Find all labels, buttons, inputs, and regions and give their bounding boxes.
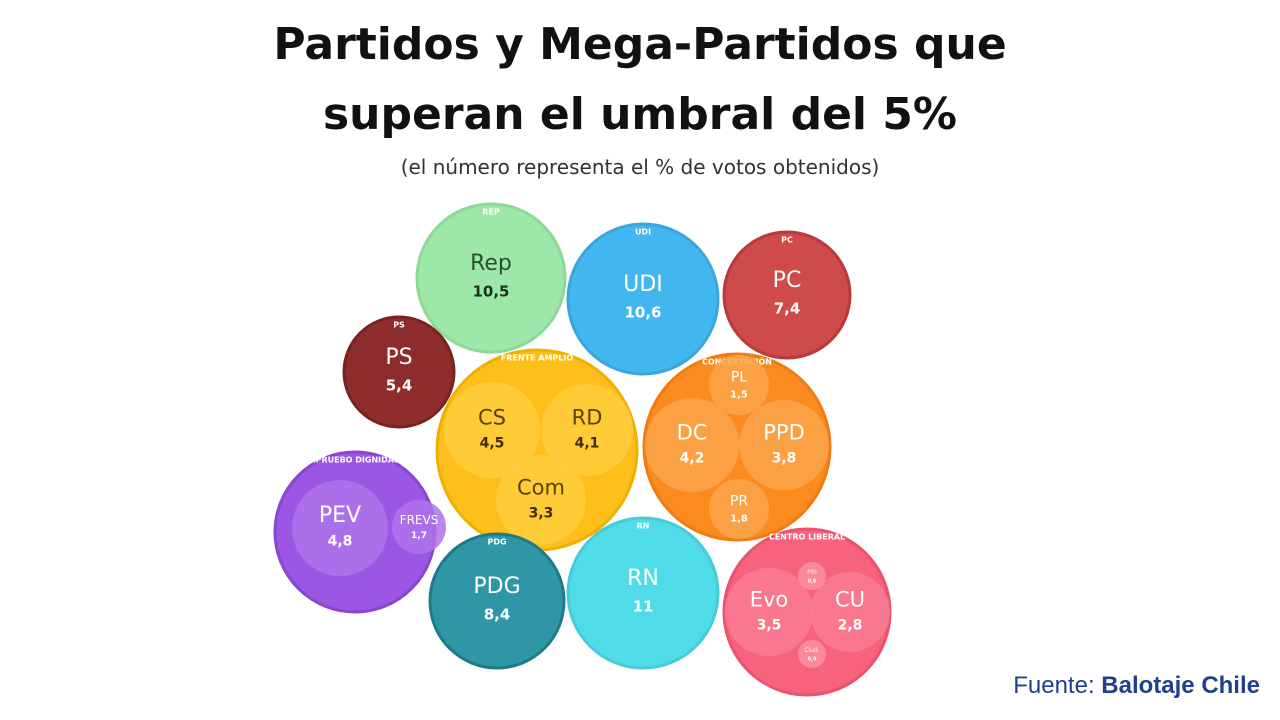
party-value-pri: 0,6 (808, 578, 817, 584)
group-label-ad: APRUEBO DIGNIDAD (309, 456, 401, 465)
party-name-rep: Rep (470, 251, 512, 276)
group-rn: RN RN 11 (566, 516, 720, 670)
party-bubble-rd (541, 384, 633, 476)
party-name-dc: DC (677, 420, 708, 444)
party-name-cs: CS (478, 405, 506, 429)
party-name-cu: CU (835, 587, 865, 611)
group-label-rn: RN (637, 522, 650, 531)
party-value-rn: 11 (633, 598, 654, 616)
group-bubble-pc (722, 230, 852, 360)
party-name-ppd: PPD (763, 420, 805, 444)
group-label-pc: PC (781, 236, 793, 245)
chart-title-line2: superan el umbral del 5% (322, 89, 958, 140)
party-name-evo: Evo (750, 587, 789, 611)
group-bubble-pdg (428, 532, 566, 670)
group-rep: REP Rep 10,5 (415, 202, 567, 354)
source-name: Balotaje Chile (1101, 672, 1260, 699)
group-label-cl: CENTRO LIBERAL (769, 533, 845, 542)
party-value-rd: 4,1 (575, 435, 600, 451)
party-name-pl: PL (731, 369, 747, 385)
party-name-ps: PS (385, 345, 412, 370)
group-label-rep: REP (482, 208, 500, 217)
group-ps: PS PS 5,4 (342, 315, 456, 429)
source-credit: Fuente: Balotaje Chile (1013, 672, 1260, 700)
party-bubble-pr (709, 479, 769, 539)
party-name-udi: UDI (623, 272, 663, 297)
party-value-evo: 3,5 (757, 617, 782, 633)
party-name-rd: RD (572, 405, 603, 429)
party-name-pc: PC (773, 268, 802, 293)
party-value-frevs: 1,7 (411, 531, 427, 541)
source-label: Fuente: (1013, 672, 1095, 699)
group-fa: FRENTE AMPLIO CS 4,5 RD 4,1 Com 3,3 (435, 348, 639, 552)
party-name-frevs: FREVS (400, 513, 439, 527)
group-bubble-ps (342, 315, 456, 429)
group-udi: UDI UDI 10,6 (566, 222, 720, 376)
party-name-ciud: Ciud. (804, 647, 819, 654)
party-bubble-ppd (739, 400, 829, 490)
group-bubble-udi (566, 222, 720, 376)
party-bubble-cs (444, 382, 540, 478)
party-name-pri: PRI (807, 569, 817, 576)
party-bubble-pev (292, 480, 388, 576)
party-value-pl: 1,5 (730, 390, 748, 401)
party-name-pr: PR (730, 493, 748, 509)
group-label-pdg: PDG (487, 538, 506, 547)
group-label-fa: FRENTE AMPLIO (501, 354, 574, 363)
party-name-com: Com (517, 475, 565, 499)
group-bubble-rep (415, 202, 567, 354)
party-value-pr: 1,8 (730, 514, 748, 525)
group-label-udi: UDI (635, 228, 651, 237)
group-cl: CENTRO LIBERAL Evo 3,5 CU 2,8 PRI 0,6 Ciud. 0,5 (722, 527, 892, 697)
party-value-pev: 4,8 (328, 533, 353, 549)
party-value-ppd: 3,8 (772, 450, 797, 466)
party-value-cs: 4,5 (480, 435, 505, 451)
party-bubble-dc (645, 398, 739, 492)
party-name-pdg: PDG (473, 574, 520, 599)
party-value-com: 3,3 (529, 505, 554, 521)
group-label-ps: PS (393, 321, 405, 330)
party-value-rep: 10,5 (472, 283, 509, 301)
party-bubble-pl (709, 355, 769, 415)
party-value-pc: 7,4 (774, 300, 801, 318)
party-value-ciud: 0,5 (808, 656, 817, 662)
party-value-ps: 5,4 (386, 377, 413, 395)
party-bubble-ciud (798, 640, 826, 668)
party-name-rn: RN (627, 566, 659, 591)
party-bubble-com (496, 455, 586, 545)
party-value-dc: 4,2 (680, 450, 705, 466)
group-pc: PC PC 7,4 (722, 230, 852, 360)
chart-subtitle: (el número representa el % de votos obte… (400, 155, 880, 179)
group-pdg: PDG PDG 8,4 (428, 532, 566, 670)
group-bubble-rn (566, 516, 720, 670)
party-bubble-pri (798, 562, 826, 590)
party-bubble-frevs (392, 500, 446, 554)
chart-title-line1: Partidos y Mega-Partidos que (273, 19, 1007, 70)
party-value-cu: 2,8 (838, 617, 863, 633)
party-bubble-evo (725, 568, 813, 656)
group-ad: APRUEBO DIGNIDAD PEV 4,8 FREVS 1,7 (273, 450, 446, 614)
party-value-udi: 10,6 (624, 304, 661, 322)
party-bubble-cu (810, 572, 890, 652)
party-name-pev: PEV (319, 503, 361, 528)
party-value-pdg: 8,4 (484, 606, 511, 624)
